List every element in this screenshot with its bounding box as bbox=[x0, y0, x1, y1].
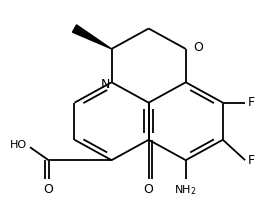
Text: O: O bbox=[44, 183, 53, 196]
Text: N: N bbox=[100, 78, 110, 91]
Text: HO: HO bbox=[10, 140, 27, 150]
Text: NH$_2$: NH$_2$ bbox=[174, 183, 197, 197]
Polygon shape bbox=[72, 25, 111, 49]
Text: O: O bbox=[193, 41, 203, 53]
Text: F: F bbox=[248, 154, 255, 167]
Text: O: O bbox=[144, 183, 154, 196]
Text: F: F bbox=[248, 96, 255, 109]
